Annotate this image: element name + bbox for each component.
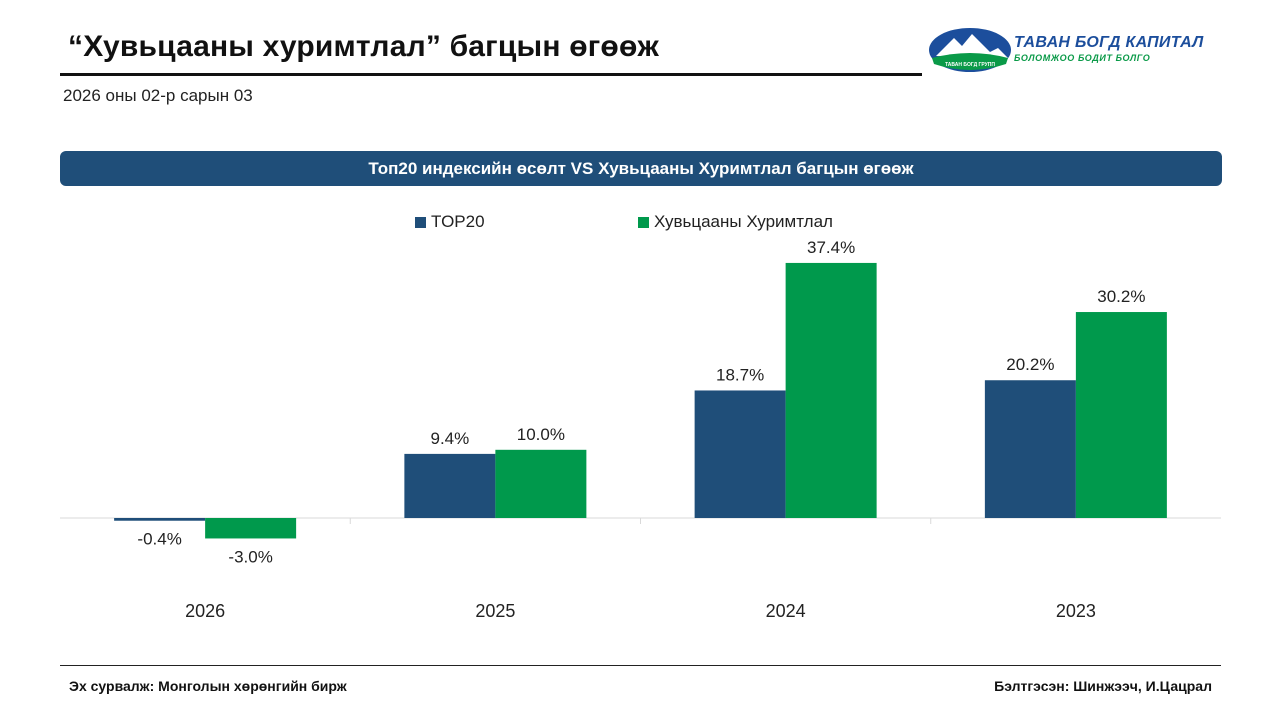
- data-label: 18.7%: [716, 365, 764, 384]
- legend-label-portfolio: Хувьцааны Хуримтлал: [654, 212, 833, 231]
- bar-portfolio: [205, 518, 297, 539]
- logo-name: ТАВАН БОГД КАПИТАЛ: [1014, 34, 1204, 51]
- source-note: Эх сурвалж: Монголын хөрөнгийн бирж: [69, 678, 347, 694]
- page-title: “Хувьцааны хуримтлал” багцын өгөөж: [68, 30, 659, 63]
- chart-title-banner: Топ20 индексийн өсөлт VS Хувьцааны Хурим…: [60, 151, 1222, 186]
- bar-portfolio: [785, 262, 877, 518]
- data-label: -3.0%: [228, 547, 272, 566]
- data-label: 20.2%: [1006, 355, 1054, 374]
- data-label: 37.4%: [807, 238, 855, 257]
- company-logo: ТАВАН БОГД ГРУПП ТАВАН БОГД КАПИТАЛ БОЛО…: [928, 26, 1218, 74]
- footer-divider: [60, 665, 1221, 666]
- legend-label-top20: TOP20: [431, 212, 485, 231]
- x-tick-label: 2025: [475, 601, 515, 621]
- legend-swatch-portfolio: [638, 216, 649, 228]
- legend-swatch-top20: [415, 216, 426, 228]
- bar-top20: [404, 453, 496, 518]
- x-tick-label: 2024: [766, 601, 806, 621]
- mountain-logo-icon: ТАВАН БОГД ГРУПП: [929, 28, 1011, 72]
- bar-top20: [114, 518, 206, 521]
- legend-item-portfolio: Хувьцааны Хуримтлал: [638, 212, 833, 232]
- bar-portfolio: [1075, 312, 1167, 518]
- data-label: 30.2%: [1097, 287, 1145, 306]
- bar-top20: [694, 390, 786, 518]
- author-note: Бэлтгэсэн: Шинжээч, И.Цацрал: [994, 678, 1212, 694]
- bar-portfolio: [495, 449, 587, 518]
- x-tick-label: 2026: [185, 601, 225, 621]
- data-label: 10.0%: [517, 425, 565, 444]
- x-tick-label: 2023: [1056, 601, 1096, 621]
- logo-badge-text: ТАВАН БОГД ГРУПП: [945, 62, 995, 68]
- data-label: 9.4%: [431, 429, 470, 448]
- data-label: -0.4%: [137, 530, 181, 549]
- logo-tagline: БОЛОМЖОО БОДИТ БОЛГО: [1014, 53, 1151, 63]
- title-underline: [60, 73, 922, 76]
- report-date: 2026 оны 02-р сарын 03: [63, 86, 253, 105]
- bar-top20: [984, 380, 1076, 518]
- legend-item-top20: TOP20: [415, 212, 485, 232]
